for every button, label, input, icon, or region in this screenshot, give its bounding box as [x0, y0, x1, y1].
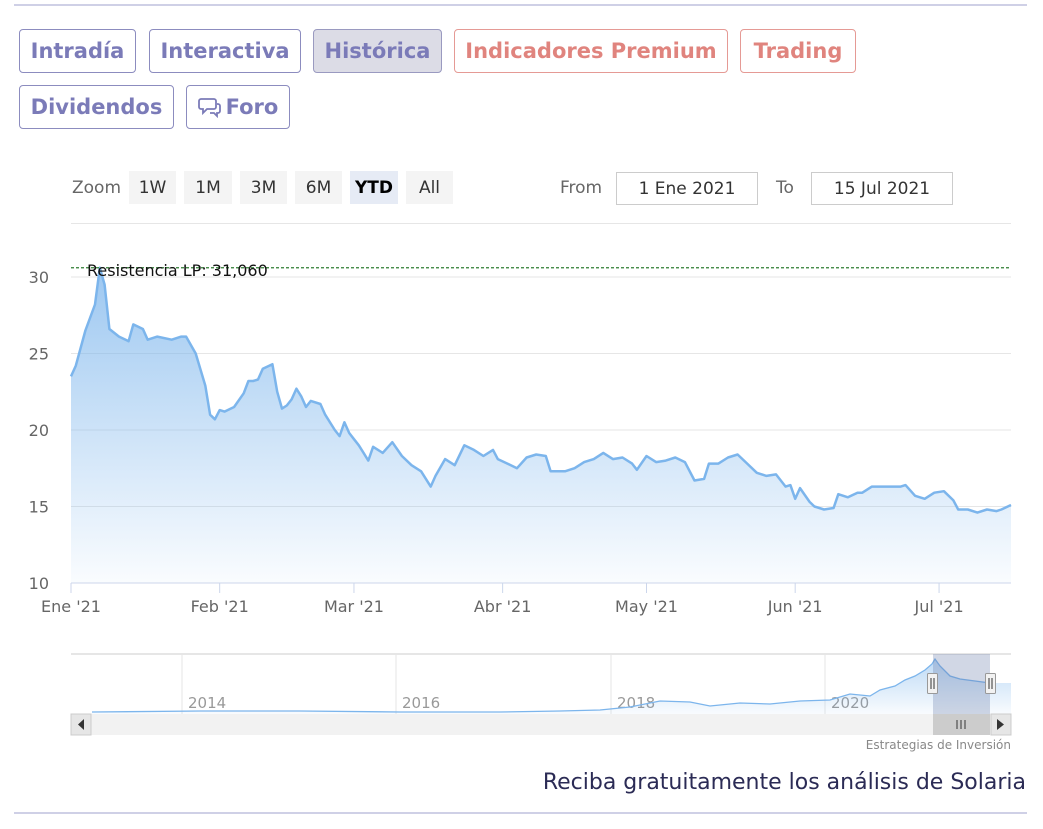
x-axis-ticks — [70, 583, 940, 593]
navigator-year-label: 2014 — [188, 694, 226, 712]
x-tick-label: Jun '21 — [767, 597, 823, 616]
tab-foro-label: Foro — [225, 95, 279, 119]
arrow-left-icon — [78, 719, 84, 730]
bottom-divider — [14, 812, 1027, 814]
zoom-all-button[interactable]: All — [406, 171, 453, 204]
zoom-label: Zoom — [72, 178, 122, 198]
x-tick-label: Ene '21 — [41, 597, 101, 616]
zoom-3m-button[interactable]: 3M — [240, 171, 287, 204]
tab-indicadores-premium[interactable]: Indicadores Premium — [454, 29, 728, 73]
zoom-1m-button[interactable]: 1M — [184, 171, 232, 204]
from-label: From — [560, 178, 603, 198]
y-tick-label: 25 — [29, 344, 49, 363]
x-tick-label: Mar '21 — [324, 597, 384, 616]
y-axis-labels: 10 15 20 25 30 — [29, 268, 49, 593]
tab-dividendos[interactable]: Dividendos — [19, 85, 174, 129]
y-tick-label: 15 — [29, 497, 49, 516]
price-area — [71, 267, 1011, 583]
navigator-right-handle[interactable] — [985, 673, 996, 694]
to-date-input[interactable]: 15 Jul 2021 — [811, 172, 953, 205]
from-date-input[interactable]: 1 Ene 2021 — [616, 172, 758, 205]
y-tick-label: 20 — [29, 421, 49, 440]
zoom-6m-button[interactable]: 6M — [295, 171, 342, 204]
scrollbar[interactable] — [70, 713, 1012, 736]
tab-foro[interactable]: Foro — [186, 85, 290, 129]
price-line[interactable] — [69, 266, 1012, 514]
navigator-selected-range[interactable] — [933, 654, 990, 714]
navigator-series-area — [92, 659, 1011, 714]
y-tick-label: 30 — [29, 268, 49, 287]
navigator[interactable]: 2014 2016 2018 2020 — [71, 653, 1011, 714]
x-axis-labels: Ene '21 Feb '21 Mar '21 Abr '21 May '21 Jun '… — [41, 597, 964, 616]
x-tick-label: May '21 — [615, 597, 678, 616]
scrollbar-track[interactable] — [71, 714, 1011, 735]
zoom-1w-button[interactable]: 1W — [129, 171, 176, 204]
to-label: To — [776, 178, 794, 198]
x-tick-label: Jul '21 — [913, 597, 963, 616]
tab-intradia[interactable]: Intradía — [19, 29, 136, 73]
navigator-series-line — [91, 657, 991, 713]
arrow-right-icon — [997, 719, 1004, 730]
top-divider — [14, 4, 1027, 6]
chat-bubbles-icon — [197, 96, 222, 118]
tab-historica[interactable]: Histórica — [313, 29, 442, 73]
navigator-left-handle[interactable] — [927, 673, 938, 694]
tab-interactiva[interactable]: Interactiva — [149, 29, 301, 73]
x-tick-label: Abr '21 — [474, 597, 532, 616]
y-tick-label: 10 — [29, 574, 49, 593]
grip-lines-icon — [956, 720, 966, 729]
zoom-ytd-button[interactable]: YTD — [350, 171, 398, 204]
range-selector-divider — [71, 223, 1011, 224]
tab-trading[interactable]: Trading — [740, 29, 856, 73]
navigator-year-label: 2016 — [402, 694, 440, 712]
x-tick-label: Feb '21 — [191, 597, 249, 616]
chart-credits[interactable]: Estrategias de Inversión — [865, 738, 1011, 752]
cta-link[interactable]: Reciba gratuitamente los análisis de Sol… — [542, 770, 1026, 795]
resistance-label: Resistencia LP: 31,060 — [87, 261, 268, 280]
